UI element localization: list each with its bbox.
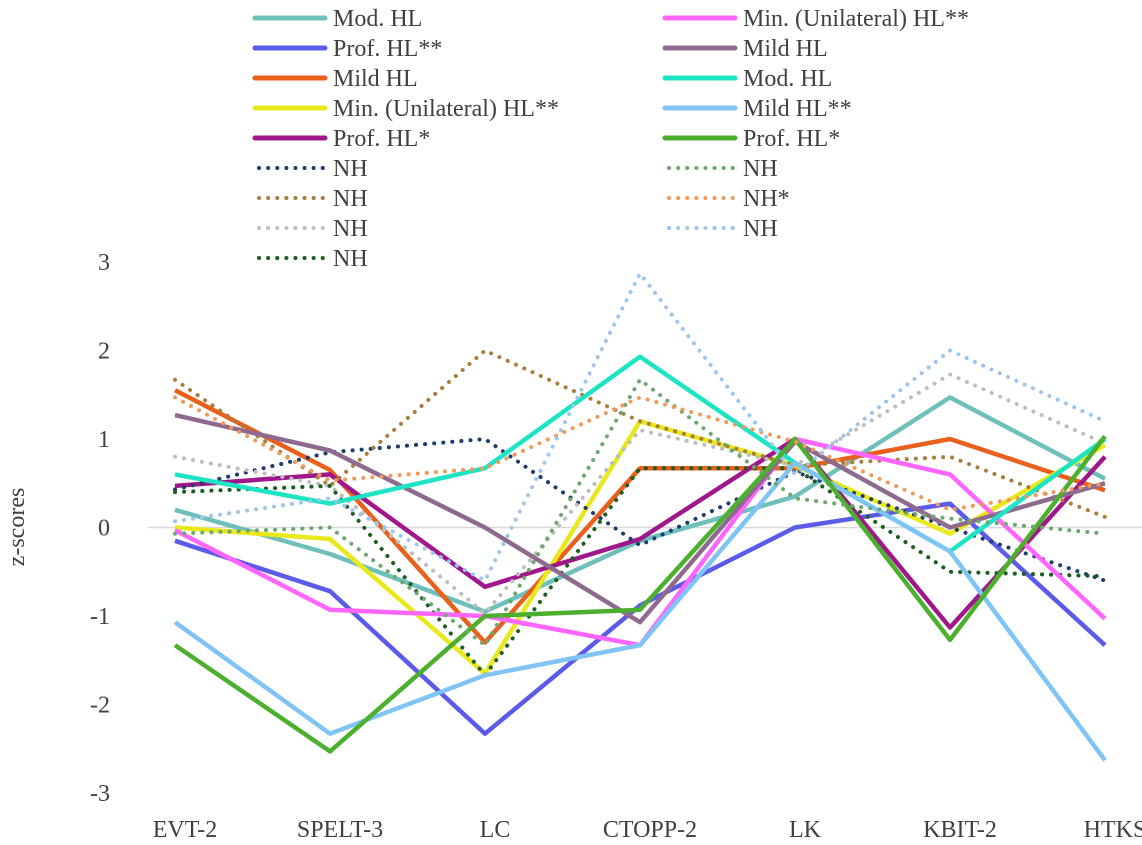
legend-label-13: Prof. HL*: [743, 126, 840, 152]
legend-label-3: Min. (Unilateral) HL**: [333, 96, 559, 122]
legend-label-9: Min. (Unilateral) HL**: [743, 6, 969, 32]
y-axis: 3 2 1 0 -1 -2 -3: [90, 250, 110, 807]
series-line-4: [174, 436, 1107, 630]
legend-label-5: NH: [333, 156, 368, 182]
legend-label-16: NH: [743, 216, 778, 242]
legend-label-0: Mod. HL: [333, 6, 422, 32]
series-line-10: [174, 412, 1106, 625]
series-line-15: [173, 395, 1107, 512]
y-tick-label: -2: [90, 693, 110, 719]
legend-label-4: Prof. HL*: [333, 126, 430, 152]
x-tick-label: HTKS: [1084, 817, 1142, 843]
legend-label-11: Mod. HL: [743, 66, 832, 92]
y-tick-label: -1: [90, 604, 110, 630]
x-tick-label: LK: [789, 817, 822, 843]
series-line-7: [173, 372, 1107, 616]
y-tick-label: 1: [98, 427, 110, 453]
legend-label-1: Prof. HL**: [333, 36, 442, 62]
plot-area: [173, 271, 1107, 762]
legend-label-15: NH*: [743, 186, 790, 212]
series-line-16: [173, 271, 1107, 583]
x-tick-label: CTOPP-2: [603, 817, 697, 843]
y-tick-label: 0: [98, 516, 110, 542]
series-line-6: [173, 348, 1107, 519]
legend: Mod. HL Min. (Unilateral) HL** Prof. HL** M…: [252, 6, 969, 272]
series-line-12: [173, 460, 1107, 762]
y-tick-label: 3: [98, 250, 110, 276]
series-line-2: [173, 388, 1106, 645]
y-axis-label: z-scores: [4, 488, 30, 567]
y-tick-label: -3: [90, 781, 110, 807]
x-tick-label: LC: [480, 817, 511, 843]
series-line-13: [173, 434, 1107, 754]
series-line-1: [174, 501, 1107, 736]
x-tick-label: SPELT-3: [297, 817, 383, 843]
legend-label-2: Mild HL: [333, 66, 418, 92]
legend-label-14: NH: [743, 156, 778, 182]
x-axis: EVT-2 SPELT-3 LC CTOPP-2 LK KBIT-2 HTKS: [153, 817, 1142, 843]
legend-label-10: Mild HL: [743, 36, 828, 62]
legend-label-7: NH: [333, 216, 368, 242]
series-line-14: [173, 377, 1107, 648]
x-tick-label: KBIT-2: [923, 817, 997, 843]
y-tick-label: 2: [98, 339, 110, 365]
legend-label-8: NH: [333, 246, 368, 272]
legend-label-6: NH: [333, 186, 368, 212]
series-line-0: [174, 395, 1107, 614]
legend-label-12: Mild HL**: [743, 96, 852, 122]
x-tick-label: EVT-2: [153, 817, 217, 843]
series-line-8: [173, 466, 1107, 678]
